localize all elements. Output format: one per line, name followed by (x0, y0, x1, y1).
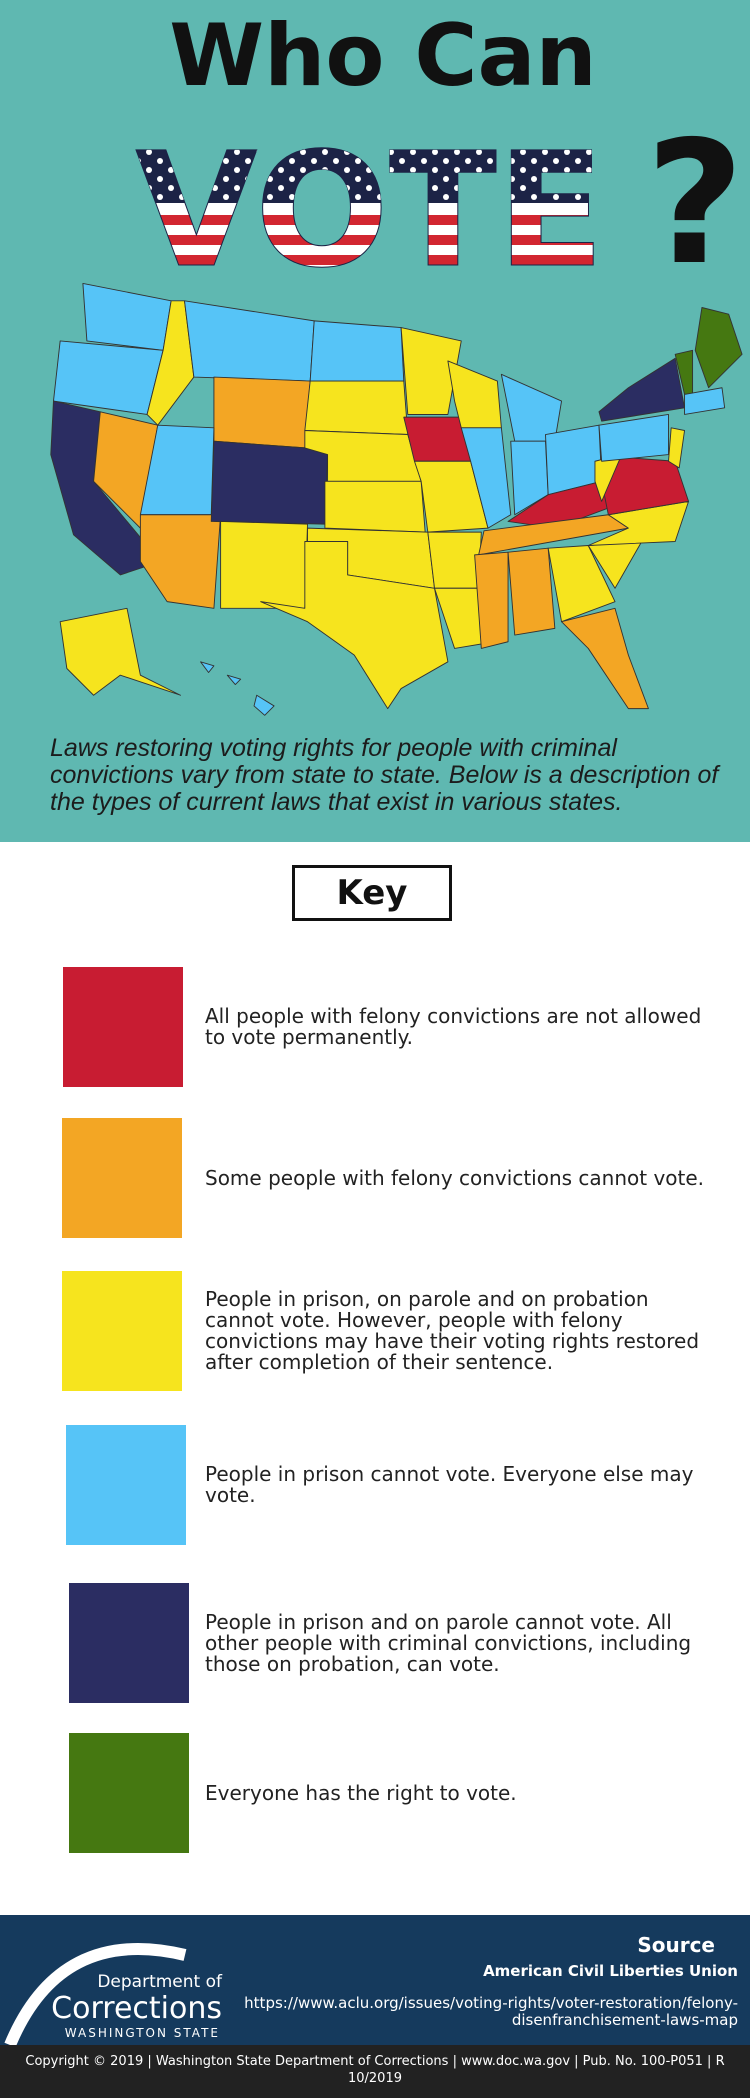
key-text: People in prison cannot vote. Everyone e… (205, 1462, 694, 1507)
logo: Department of Corrections WASHINGTON STA… (4, 1943, 223, 2045)
key-text: All people with felony convictions are n… (205, 1004, 702, 1049)
title-line1: Who Can (169, 6, 596, 106)
hero: Who Can VOTE VOTE ? (0, 0, 750, 842)
title-mark: ? (646, 105, 745, 303)
source-url: https://www.aclu.org/issues/voting-right… (244, 1994, 738, 2029)
copyright: Copyright © 2019 | Washington State Depa… (0, 2045, 750, 2098)
logo-line2: Corrections (51, 1991, 222, 2026)
key-text: People in prison and on parole cannot vo… (205, 1609, 692, 1676)
key-text: Some people with felony convictions cann… (205, 1165, 705, 1190)
logo-line3: WASHINGTON STATE (65, 2026, 220, 2040)
key-swatch (62, 1118, 182, 1238)
source-heading: Source (637, 1933, 715, 1957)
key-swatch (63, 967, 183, 1087)
key-text: Everyone has the right to vote. (205, 1780, 517, 1805)
source-org: American Civil Liberties Union (483, 1962, 738, 1980)
key-text: People in prison, on parole and on proba… (205, 1287, 700, 1374)
key-swatch (62, 1271, 182, 1391)
key-swatch (69, 1733, 189, 1853)
logo-line1: Department of (97, 1972, 223, 1992)
key-title: Key (292, 865, 452, 921)
footer: Department of Corrections WASHINGTON STA… (0, 1915, 750, 2045)
title-vote: VOTE (135, 119, 605, 303)
intro-text: Laws restoring voting rights for people … (50, 734, 719, 816)
title-vote-stars: VOTE (135, 119, 605, 303)
key-swatch (69, 1583, 189, 1703)
key-swatch (66, 1425, 186, 1545)
hero-art: Who Can VOTE VOTE ? (50, 6, 745, 716)
us-map (50, 282, 743, 716)
